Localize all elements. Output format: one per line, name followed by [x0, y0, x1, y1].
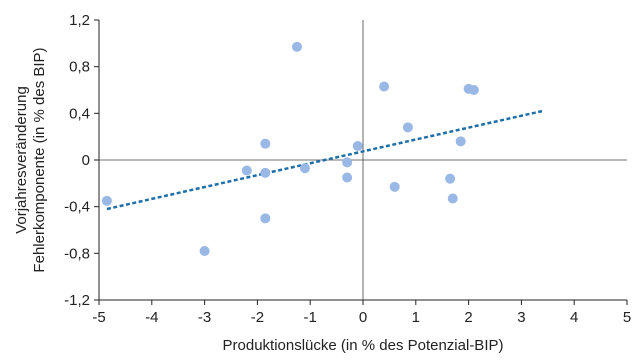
y-tick-label: 1,2: [69, 12, 90, 29]
scatter-point: [342, 172, 353, 183]
y-tick-label: 0,8: [69, 59, 90, 76]
scatter-point: [402, 122, 413, 133]
x-tick-label: 1: [412, 309, 420, 326]
scatter-point: [445, 173, 456, 184]
scatter-point: [379, 81, 390, 92]
x-tick-label: -1: [304, 309, 317, 326]
scatter-point: [389, 181, 400, 192]
scatter-point: [260, 213, 271, 224]
scatter-point: [260, 167, 271, 178]
scatter-point: [455, 136, 466, 147]
x-tick-label: 3: [517, 309, 525, 326]
x-tick-label: 0: [359, 309, 367, 326]
x-tick-label: -2: [251, 309, 264, 326]
x-tick-label: -5: [92, 309, 105, 326]
x-tick-label: 4: [570, 309, 578, 326]
scatter-point: [352, 141, 363, 151]
y-axis-title-line-2: Fehlerkomponente (in % des BIP): [31, 47, 48, 272]
trendline-group: [106, 109, 543, 211]
scatter-point: [292, 41, 302, 52]
points-group: [101, 41, 479, 256]
scatter-point: [241, 165, 252, 176]
y-axis-title-line-1: Vorjahresveränderung: [13, 86, 30, 234]
x-tick-label: 2: [464, 309, 472, 326]
scatter-point: [468, 85, 479, 95]
y-tick-label: 0: [82, 152, 90, 169]
x-tick-label: -3: [198, 309, 211, 326]
axes-group: [94, 19, 628, 305]
x-tick-label: -4: [145, 309, 158, 326]
scatter-point: [447, 193, 458, 204]
scatter-point: [299, 163, 310, 174]
scatter-point: [260, 138, 271, 149]
y-tick-label: -1,2: [64, 292, 90, 309]
x-axis-title: Produktionslücke (in % des Potenzial-BIP…: [223, 337, 504, 354]
scatter-point: [199, 246, 210, 256]
y-tick-label: 0,4: [69, 105, 90, 122]
x-tick-label: 5: [623, 309, 631, 326]
y-tick-label: -0,4: [64, 199, 90, 216]
scatter-point: [101, 195, 112, 206]
trendline: [106, 109, 543, 211]
scatter-point: [342, 157, 353, 168]
labels-group: -5 -4 -3 -2 -1 0 1 2 3 4 5 -1,2 -0,8 -0,4 0 0,4 0,8 1,2 Pr…: [13, 12, 631, 354]
y-tick-label: -0,8: [64, 245, 90, 262]
